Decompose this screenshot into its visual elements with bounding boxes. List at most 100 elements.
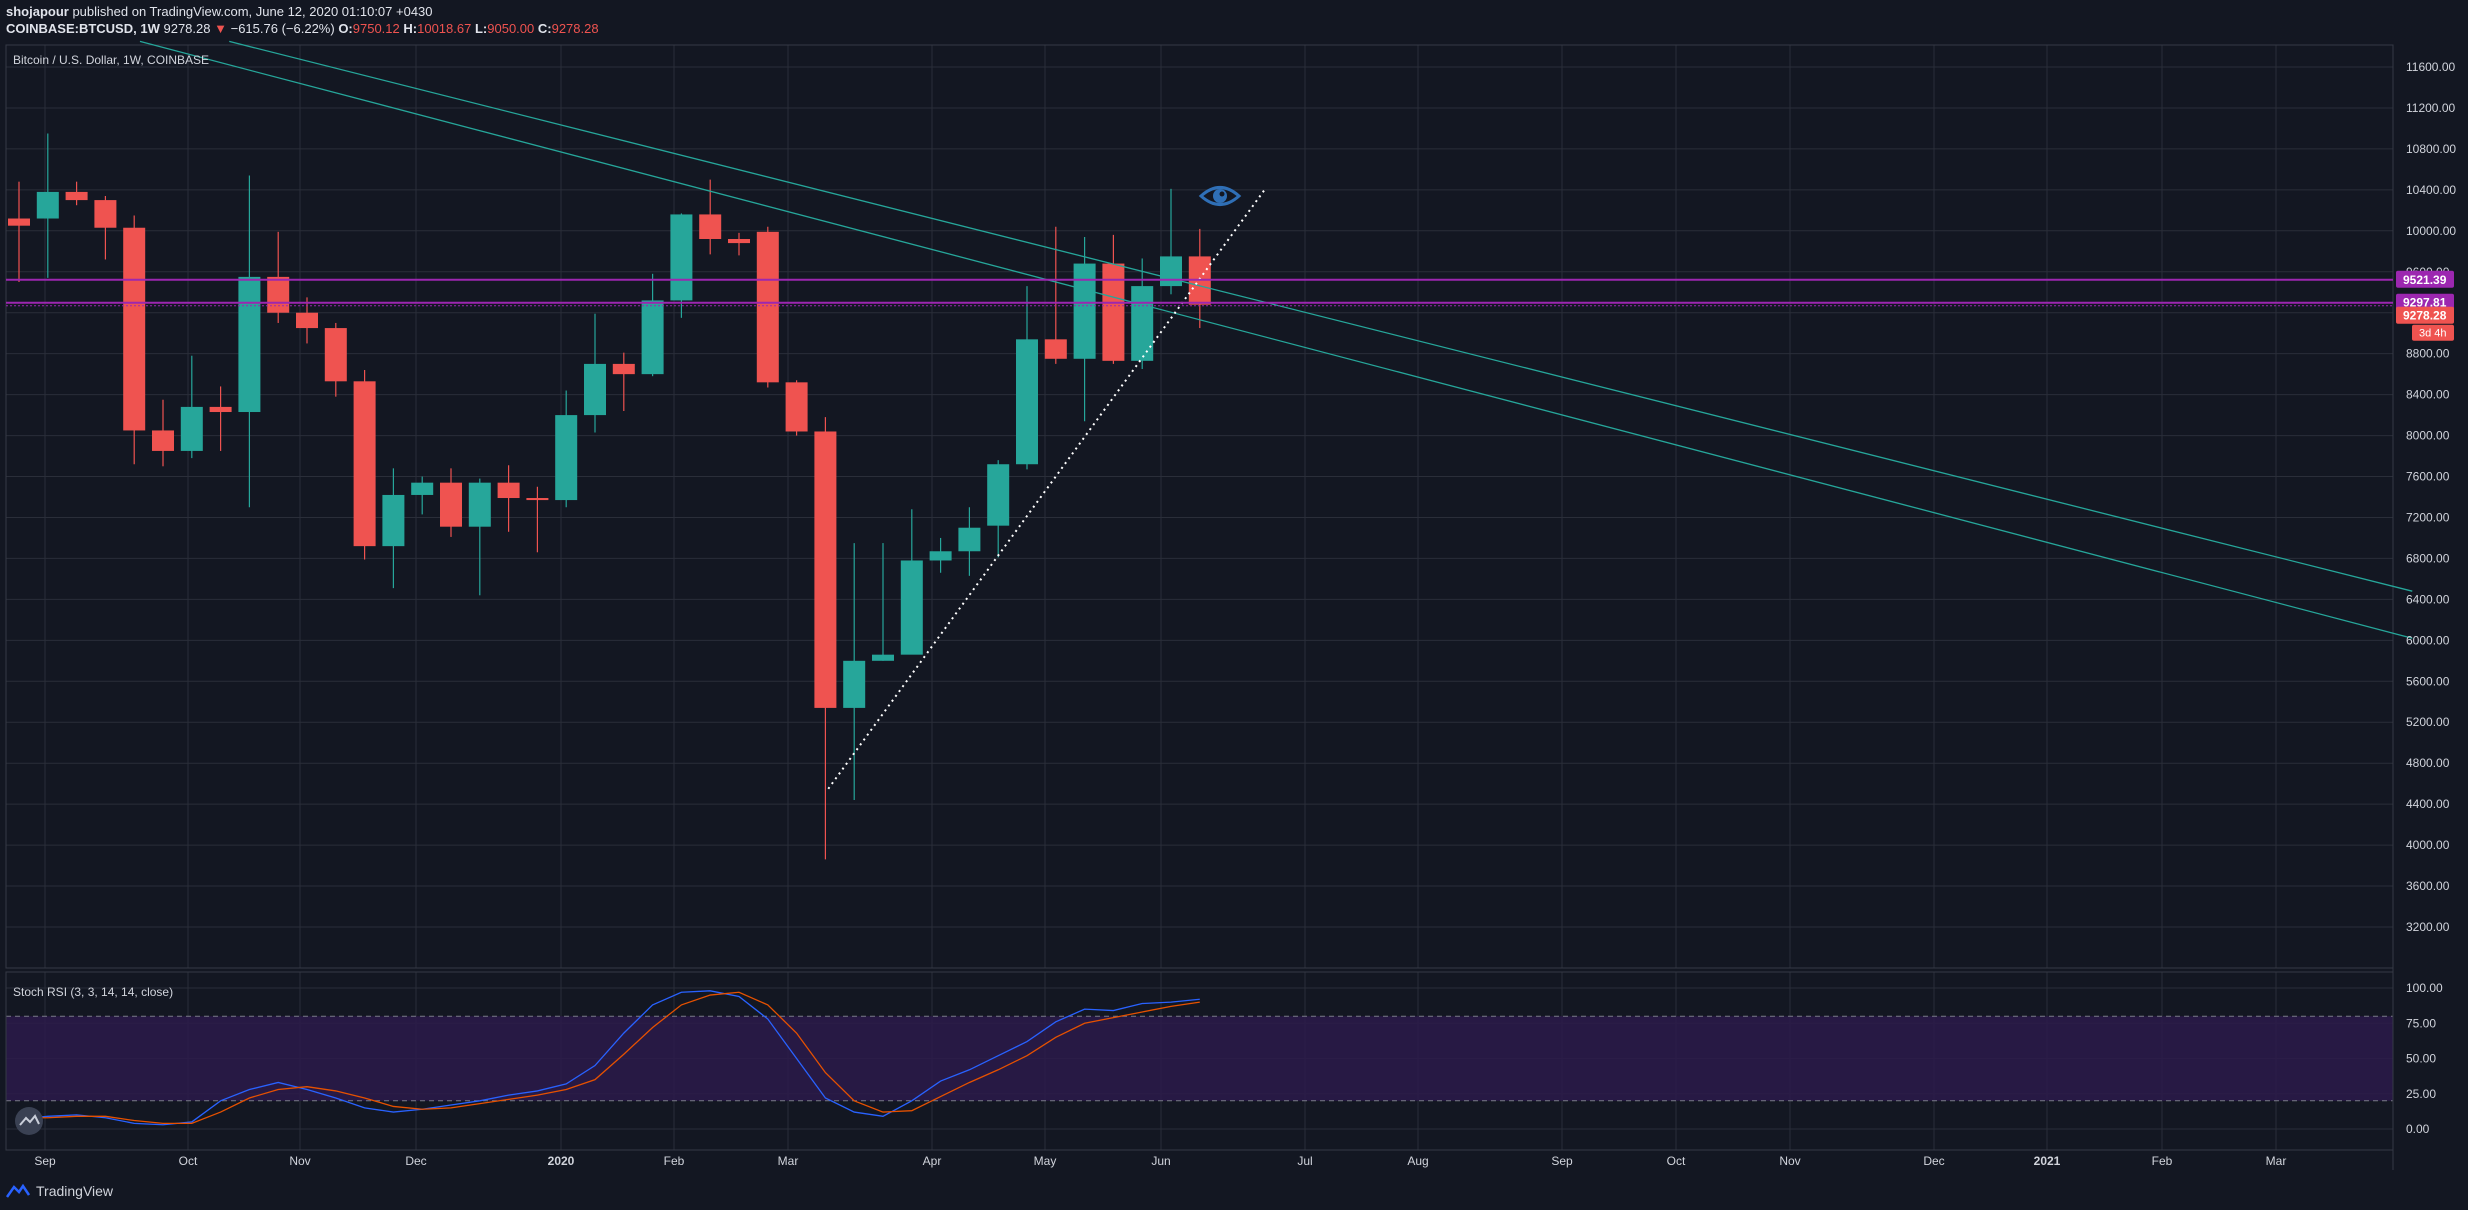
candle-bull[interactable] (1073, 263, 1096, 359)
author-name[interactable]: shojapour (6, 4, 69, 19)
candle-bull[interactable] (641, 300, 664, 375)
rsi-tick-label: 0.00 (2406, 1122, 2430, 1136)
trendline-upper-resistance[interactable] (229, 40, 2413, 592)
stoch-rsi-d-line (19, 991, 1200, 1125)
price-tick-label: 8400.00 (2406, 388, 2450, 402)
price-tick-label: 11200.00 (2406, 101, 2455, 115)
time-tick-label: Mar (778, 1154, 799, 1168)
trendline-rising-support[interactable] (827, 187, 1267, 790)
time-tick-label: Oct (179, 1154, 198, 1168)
footer: TradingView (6, 1180, 113, 1202)
candle-bear[interactable] (1102, 263, 1125, 361)
candle-bull[interactable] (584, 363, 606, 416)
price-badge[interactable] (2396, 270, 2454, 288)
trendlines[interactable] (139, 40, 2413, 790)
price-badge[interactable] (2396, 306, 2454, 324)
candle-bear[interactable] (612, 363, 635, 375)
candle-bull[interactable] (36, 191, 59, 219)
candle-bear[interactable] (497, 482, 520, 499)
price-tick-label: 11600.00 (2406, 60, 2455, 74)
time-tick-label: Nov (289, 1154, 310, 1168)
candle-bull[interactable] (843, 660, 866, 708)
symbol-label: COINBASE:BTCUSD (6, 21, 134, 36)
candle-bear[interactable] (8, 218, 30, 226)
candle-bear[interactable] (324, 328, 347, 382)
last-price: 9278.28 (163, 21, 211, 36)
stoch-rsi-lines (18, 990, 1200, 1126)
footer-brand[interactable]: TradingView (36, 1183, 114, 1199)
candle-bear[interactable] (152, 430, 174, 451)
candle-bear[interactable] (440, 482, 462, 527)
candle-bull[interactable] (238, 276, 261, 413)
grid-lines (6, 45, 2393, 1150)
chart-header: shojapour published on TradingView.com, … (6, 3, 2456, 39)
candle-bear[interactable] (123, 227, 146, 431)
price-badge-label: 9278.28 (2403, 309, 2447, 323)
time-tick-label: Dec (405, 1154, 426, 1168)
price-axis[interactable]: 3200.00 3600.00 4000.00 4400.00 4800.00 5200.… (2396, 60, 2456, 1136)
eye-icon[interactable] (1198, 186, 1242, 206)
tradingview-badge-icon[interactable] (15, 1107, 43, 1135)
candle-bull[interactable] (670, 214, 693, 301)
time-tick-label: Jul (1297, 1154, 1312, 1168)
price-tick-label: 5200.00 (2406, 715, 2450, 729)
candle-bull[interactable] (929, 551, 952, 561)
candle-bull[interactable] (180, 406, 203, 451)
rsi-tick-label: 25.00 (2406, 1087, 2436, 1101)
price-tick-label: 7600.00 (2406, 470, 2450, 484)
time-tick-label: Oct (1667, 1154, 1686, 1168)
candle-bear[interactable] (267, 276, 290, 313)
trendline-lower-resistance[interactable] (139, 40, 2413, 639)
candles[interactable] (8, 133, 1211, 860)
candle-bear[interactable] (699, 214, 722, 239)
stoch-rsi-k-line (18, 990, 1200, 1126)
candle-bull[interactable] (1160, 256, 1182, 287)
candle-bear[interactable] (728, 239, 750, 244)
candle-bear[interactable] (65, 191, 88, 201)
candle-bear[interactable] (1044, 339, 1067, 359)
candle-bull[interactable] (872, 654, 894, 661)
horizontal-levels[interactable] (6, 278, 2393, 307)
candle-bull[interactable] (411, 482, 434, 495)
candle-bear[interactable] (94, 200, 117, 228)
time-tick-label: Jun (1151, 1154, 1170, 1168)
candle-bear[interactable] (756, 231, 779, 383)
candle-bear[interactable] (526, 498, 549, 501)
low-label: L: (474, 21, 488, 36)
time-tick-label: 2021 (2034, 1154, 2061, 1168)
ohlc-line: COINBASE:BTCUSD, 1W 9278.28 ▼ −615.76 (−… (6, 20, 2456, 37)
candle-bear[interactable] (209, 406, 232, 413)
candle-bull[interactable] (987, 464, 1010, 526)
candle-bull[interactable] (1016, 339, 1038, 465)
pane-frame (5, 44, 2394, 1170)
time-tick-label: Dec (1923, 1154, 1944, 1168)
time-tick-label: Aug (1407, 1154, 1428, 1168)
price-tick-label: 6800.00 (2406, 551, 2450, 565)
time-tick-label: Sep (1551, 1154, 1573, 1168)
rsi-tick-label: 75.00 (2406, 1016, 2436, 1030)
price-badge-label: 9521.39 (2403, 273, 2447, 287)
price-tick-label: 8000.00 (2406, 429, 2450, 443)
candle-bull[interactable] (382, 494, 405, 547)
candle-bull[interactable] (900, 560, 923, 655)
candle-bull[interactable] (958, 527, 981, 552)
candle-bear[interactable] (785, 382, 808, 432)
price-tick-label: 6400.00 (2406, 592, 2450, 606)
published-text: published on TradingView.com, June 12, 2… (68, 4, 433, 19)
chart-canvas[interactable]: 3200.00 3600.00 4000.00 4400.00 4800.00 5200.… (0, 0, 2468, 1180)
price-badge-label: 9297.81 (2403, 296, 2447, 310)
candle-bull[interactable] (555, 415, 578, 501)
price-badge[interactable] (2396, 293, 2454, 311)
main-pane-title: Bitcoin / U.S. Dollar, 1W, COINBASE (13, 53, 209, 67)
tradingview-logo-icon[interactable] (6, 1183, 30, 1199)
candle-bear[interactable] (353, 381, 376, 547)
candle-bear[interactable] (814, 431, 837, 708)
time-tick-label: Feb (664, 1154, 685, 1168)
time-tick-label: Apr (923, 1154, 942, 1168)
high-label: H: (403, 21, 418, 36)
candle-bull[interactable] (468, 482, 491, 527)
time-axis[interactable]: Sep Oct Nov Dec 2020 Feb Mar Apr May Jun Jul Aug Sep… (34, 1154, 2286, 1168)
candle-bull[interactable] (1131, 286, 1154, 361)
candle-bear[interactable] (296, 312, 318, 329)
price-tick-label: 6000.00 (2406, 633, 2450, 647)
